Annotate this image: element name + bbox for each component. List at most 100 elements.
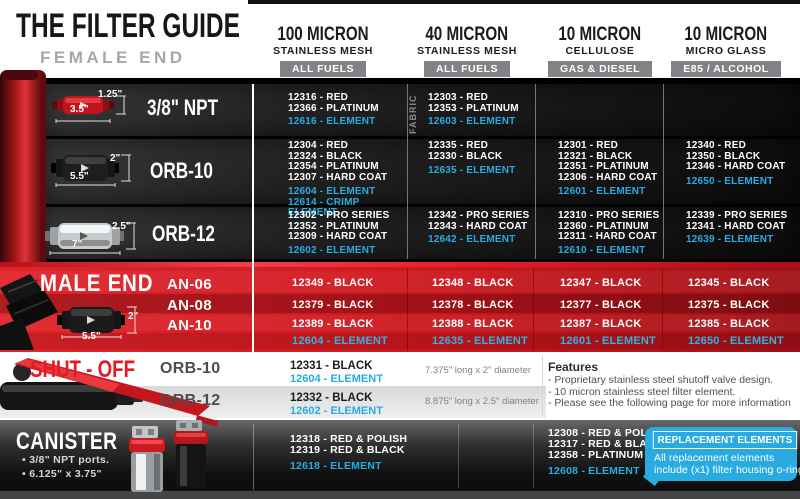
element-list: 12601 - ELEMENT [558, 186, 676, 198]
male-cell: 12388 - BLACK [432, 318, 514, 330]
text-line: 12304 - RED [288, 140, 349, 151]
element-list: 12642 - ELEMENT [428, 234, 546, 246]
male-cell: 12377 - BLACK [560, 299, 642, 311]
label-column-divider [252, 84, 254, 352]
canister-photos [129, 420, 208, 492]
column-header-10-micron-glass: 10 MICRON MICRO GLASS E85 / ALCOHOL [660, 24, 792, 77]
text-line: 12303 - RED [428, 92, 489, 103]
inline-filter-black-image [51, 154, 131, 187]
column-header-10-micron-cellulose: 10 MICRON CELLULOSE GAS & DIESEL [534, 24, 666, 77]
element-list: 12616 - ELEMENT [288, 116, 406, 128]
text-line: 12340 - RED [686, 140, 747, 151]
an06-row-band [0, 271, 800, 292]
an10-row-band [0, 315, 800, 331]
column-divider [542, 356, 543, 416]
male-cell: 12378 - BLACK [432, 299, 514, 311]
part-list: 12339 - PRO SERIES 12341 - HARD COAT [686, 210, 800, 232]
label-column-divider [253, 424, 254, 490]
part-list: 12301 - RED 12321 - BLACK 12351 - PLATINUM… [558, 140, 676, 183]
an06-label: AN-06 [167, 276, 212, 293]
element-list: 12618 - ELEMENT [290, 461, 408, 472]
text-line: 12353 - PLATINUM [428, 102, 519, 114]
text-line: 12614 - CRIMP ELEMENT [288, 196, 360, 218]
text-line: 12618 - ELEMENT [290, 460, 382, 472]
male-section-top-band [0, 262, 800, 267]
text-line: - Proprietary stainless steel shutoff va… [548, 374, 774, 386]
text-line: 12639 - ELEMENT [686, 234, 774, 245]
dim-width-label: 5.5" [70, 171, 89, 182]
callout-body-line2: include (x1) filter housing o-ring [654, 464, 800, 476]
part-list: 12335 - RED 12330 - BLACK [428, 140, 546, 162]
male-end-heading: MALE END [40, 270, 154, 297]
male-cell: 12347 - BLACK [560, 277, 642, 289]
column-header-100-micron: 100 MICRON STAINLESS MESH ALL FUELS [250, 24, 396, 77]
bottom-bar [0, 490, 800, 499]
column-divider [407, 84, 408, 259]
page-title: THE FILTER GUIDE [16, 7, 240, 45]
part-list: 12316 - RED 12366 - PLATINUM [288, 92, 406, 114]
shutoff-size: 8.875" long x 2.5" diameter [425, 396, 539, 407]
text-line: 12650 - ELEMENT [686, 175, 774, 187]
male-cell: 12345 - BLACK [688, 277, 770, 289]
text-line: 12307 - HARD COAT [288, 171, 388, 183]
column-micron-label: 40 MICRON [425, 24, 509, 45]
text-line: 12341 - HARD COAT [686, 220, 786, 232]
male-cell: 12387 - BLACK [560, 318, 642, 330]
column-divider [533, 268, 534, 350]
fuel-badge: ALL FUELS [279, 61, 367, 77]
dim-width-label: 5.5" [82, 331, 101, 342]
text-line: 12321 - BLACK [558, 150, 633, 162]
canister-bullet-list: • 3/8" NPT ports. • 6.125" x 3.75" [22, 453, 109, 481]
text-line: 12343 - HARD COAT [428, 220, 528, 232]
shutoff-size: 7.375" long x 2" diameter [425, 365, 532, 376]
row-panel-orb10 [43, 139, 800, 204]
row-panel-npt [43, 84, 800, 136]
male-cell: 12385 - BLACK [688, 318, 770, 330]
text-line: 12310 - PRO SERIES [558, 210, 660, 221]
text-line: 12342 - PRO SERIES [428, 210, 530, 221]
cell-orb10-glass: 12340 - RED 12350 - BLACK 12346 - HARD COA… [686, 140, 800, 187]
element-list: 12603 - ELEMENT [428, 116, 546, 128]
text-line: 12350 - BLACK [686, 150, 761, 162]
column-micron-label: 10 MICRON [558, 24, 642, 45]
red-filter-photo [0, 70, 46, 262]
an10-label: AN-10 [167, 317, 212, 334]
text-line: 12318 - RED & POLISH [290, 433, 408, 445]
column-divider [662, 268, 663, 350]
shutoff-element: 12604 - ELEMENT [290, 373, 383, 385]
element-list: 12602 - ELEMENT [288, 245, 406, 257]
male-element: 12604 - ELEMENT [292, 335, 388, 347]
column-divider [458, 424, 459, 488]
male-element: 12635 - ELEMENT [432, 335, 528, 347]
element-list: 12604 - ELEMENT 12614 - CRIMP ELEMENT [288, 186, 406, 219]
column-divider [533, 424, 534, 488]
text-line: 12319 - RED & BLACK [290, 444, 405, 456]
text-line: 12306 - HARD COAT [558, 171, 658, 183]
text-line: 12603 - ELEMENT [428, 116, 516, 127]
element-list: 12639 - ELEMENT [686, 234, 800, 246]
callout-title: REPLACEMENT ELEMENTS [649, 430, 798, 449]
text-line: 12358 - PLATINUM [548, 449, 644, 461]
text-line: 12610 - ELEMENT [558, 244, 646, 256]
male-cell: 12349 - BLACK [292, 277, 374, 289]
an-fitting-photo [0, 274, 58, 350]
column-type-label: CELLULOSE [565, 45, 635, 57]
shutoff-part: 12332 - BLACK [290, 392, 373, 404]
cell-orb12-40micron: 12342 - PRO SERIES 12343 - HARD COAT 1264… [428, 210, 546, 246]
text-line: 12316 - RED [288, 92, 349, 103]
text-line: • 3/8" NPT ports. [22, 454, 110, 466]
fuel-badge: E85 / ALCOHOL [671, 61, 781, 77]
text-line: 12360 - PLATINUM [558, 220, 649, 232]
row-label-orb12: ORB-12 [152, 221, 215, 246]
text-line: 12302 - PRO SERIES [288, 210, 390, 221]
dim-height-label: 2" [110, 153, 121, 164]
an08-label: AN-08 [167, 297, 212, 314]
text-line: 12301 - RED [558, 140, 619, 151]
text-line: 12608 - ELEMENT [548, 465, 640, 477]
text-line: - Please see the following page for more… [548, 397, 791, 409]
cell-canister-100micron: 12318 - RED & POLISH 12319 - RED & BLACK … [290, 434, 408, 472]
part-list: 12303 - RED 12353 - PLATINUM [428, 92, 546, 114]
male-filter-black-image [57, 306, 137, 339]
text-line: 12317 - RED & BLACK [548, 438, 663, 450]
